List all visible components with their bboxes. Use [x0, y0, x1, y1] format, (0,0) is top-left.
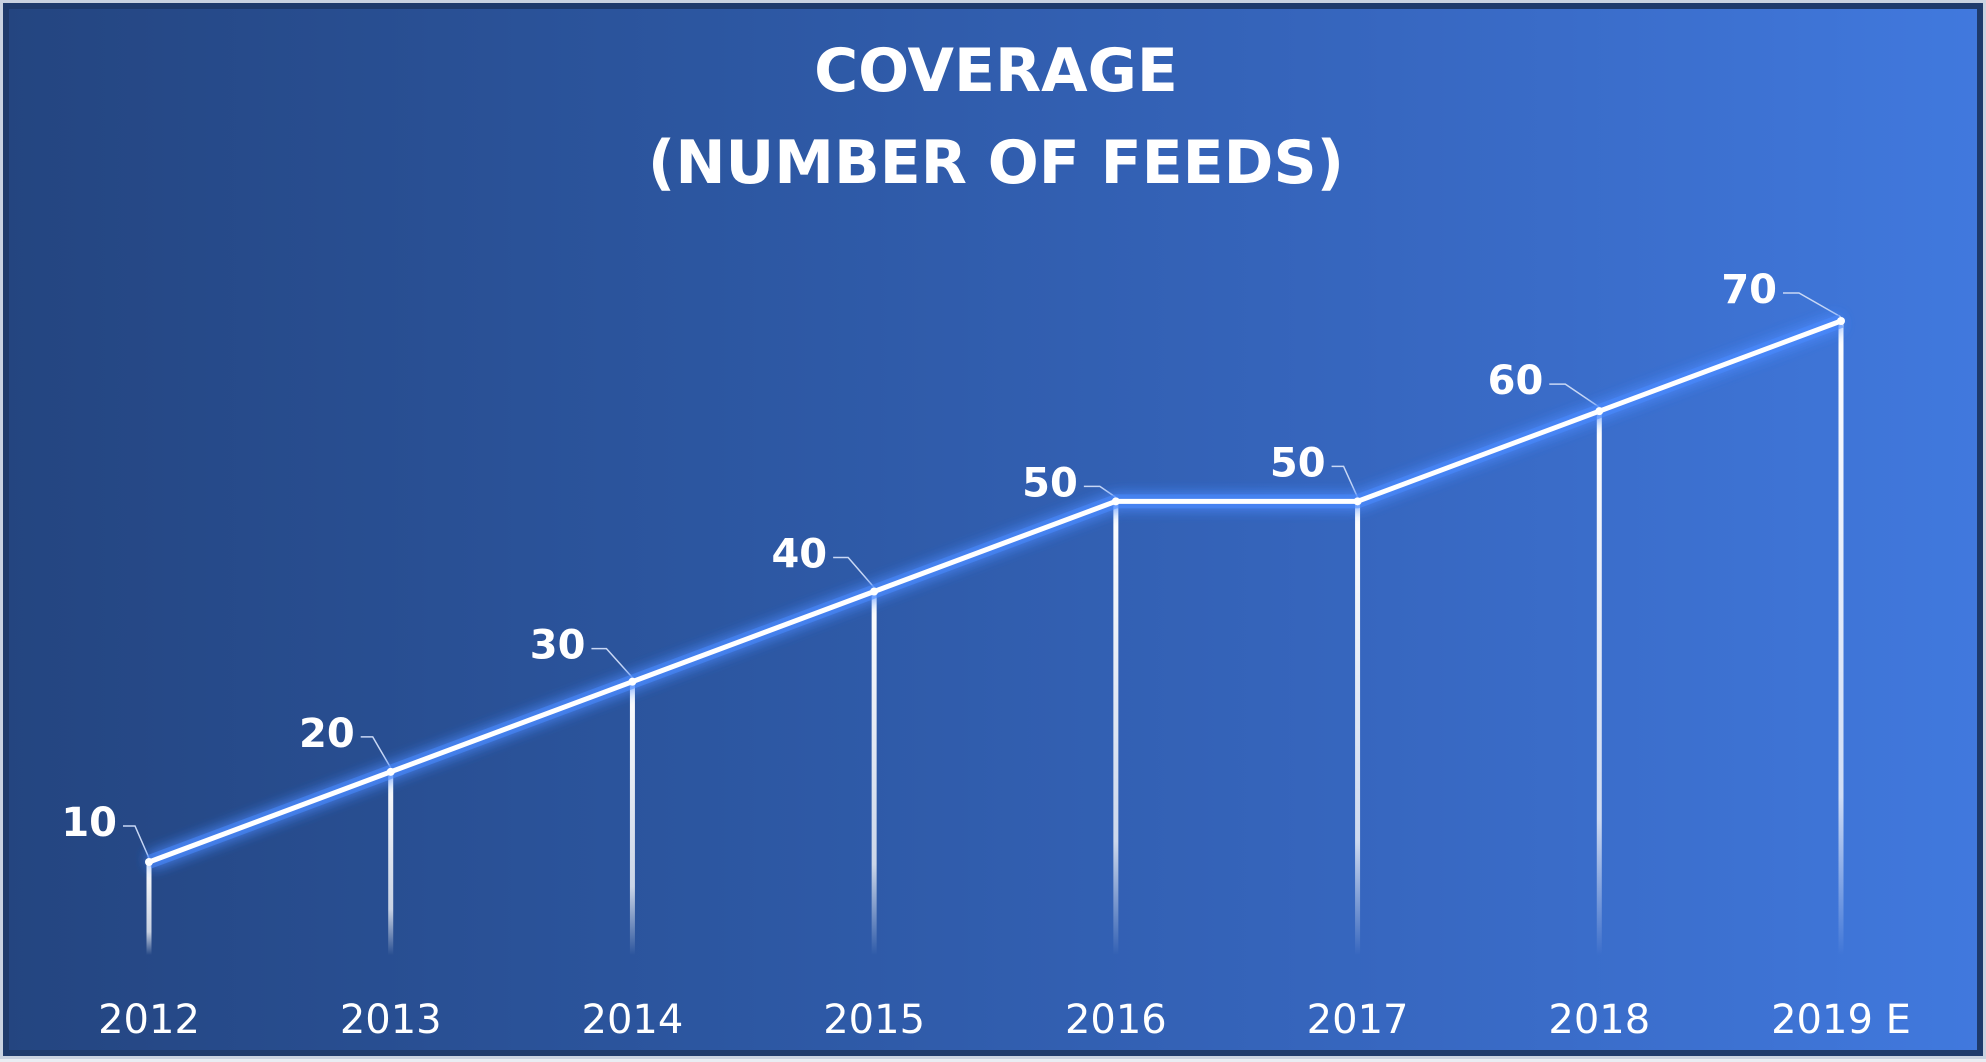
series-line	[148, 318, 1842, 865]
data-label-2012: 10	[61, 800, 117, 846]
data-point-2014	[628, 677, 637, 686]
x-tick-label-2015: 2015	[823, 997, 925, 1043]
chart-title-line-2: (NUMBER OF FEEDS)	[648, 128, 1344, 198]
leader-line-2012	[123, 825, 150, 859]
leader-line-2013	[360, 736, 392, 769]
leader-line-2015	[833, 556, 875, 588]
drop-line-2018	[1596, 411, 1602, 956]
data-label-2014: 30	[530, 623, 586, 669]
x-tick-label-2017: 2017	[1307, 997, 1409, 1043]
data-point-2015	[870, 587, 879, 596]
data-point-2019-e	[1837, 317, 1845, 325]
x-axis-tick-labels: 2012 2013 2014 2015 2016 2017 2018 2019 E	[98, 997, 1911, 1043]
leader-line-2016	[1083, 485, 1117, 498]
leader-line-2018	[1549, 383, 1600, 408]
x-tick-label-2013: 2013	[340, 997, 442, 1043]
drop-lines	[146, 321, 1844, 956]
drop-line-2017	[1355, 501, 1361, 955]
leader-line-2017	[1331, 465, 1359, 498]
leader-lines	[123, 292, 1842, 859]
data-labels: 10 20 30 40 50 50 60 70	[61, 267, 1777, 846]
line-chart: COVERAGE (NUMBER OF FEEDS) 10 20 30 40 50 50 6…	[61, 36, 1911, 1043]
drop-line-2012	[146, 862, 152, 955]
x-tick-label-2018: 2018	[1548, 997, 1650, 1043]
data-point-2016	[1111, 497, 1120, 506]
series-line-group	[145, 314, 1845, 869]
data-point-2012	[145, 858, 153, 866]
data-point-2018	[1595, 407, 1604, 416]
drop-line-2019-e	[1838, 321, 1844, 955]
x-tick-label-2019-e: 2019 E	[1771, 997, 1911, 1043]
x-tick-label-2012: 2012	[98, 997, 200, 1043]
data-label-2015: 40	[771, 532, 827, 578]
x-tick-label-2014: 2014	[582, 997, 684, 1043]
data-label-2018: 60	[1488, 358, 1544, 404]
chart-title-line-1: COVERAGE	[814, 36, 1178, 106]
leader-line-2019-e	[1783, 292, 1842, 318]
leader-line-2014	[591, 647, 633, 679]
data-label-2017: 50	[1270, 440, 1326, 486]
series-line-glow	[146, 314, 1844, 869]
drop-line-2015	[871, 591, 877, 955]
drop-line-2013	[388, 771, 394, 955]
data-point-2013	[386, 767, 395, 776]
drop-line-2014	[629, 681, 635, 955]
data-label-2013: 20	[299, 711, 355, 757]
data-label-2016: 50	[1022, 460, 1078, 506]
data-label-2019-e: 70	[1721, 267, 1777, 313]
x-tick-label-2016: 2016	[1065, 997, 1167, 1043]
chart-title: COVERAGE (NUMBER OF FEEDS)	[648, 36, 1344, 198]
data-point-2017	[1353, 497, 1362, 506]
drop-line-2016	[1113, 501, 1119, 955]
